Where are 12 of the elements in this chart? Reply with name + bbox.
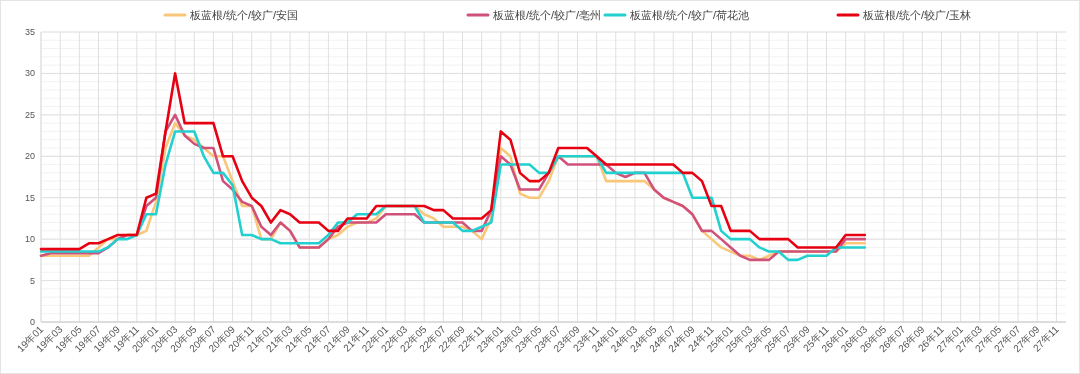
legend-label: 板蓝根/统个/较广/荷花池 xyxy=(629,9,750,21)
legend-label: 板蓝根/统个/较广/玉林 xyxy=(862,9,972,21)
y-tick-label: 30 xyxy=(24,68,35,79)
y-tick-label: 10 xyxy=(24,234,35,245)
y-tick-label: 0 xyxy=(29,317,35,327)
legend-label: 板蓝根/统个/较广/安国 xyxy=(189,9,299,21)
y-tick-label: 15 xyxy=(24,192,35,203)
y-tick-label: 20 xyxy=(24,151,35,162)
legend-label: 板蓝根/统个/较广/亳州 xyxy=(492,9,602,21)
y-tick-label: 35 xyxy=(24,27,35,37)
y-tick-label: 5 xyxy=(29,275,35,286)
y-tick-label: 25 xyxy=(24,109,35,120)
